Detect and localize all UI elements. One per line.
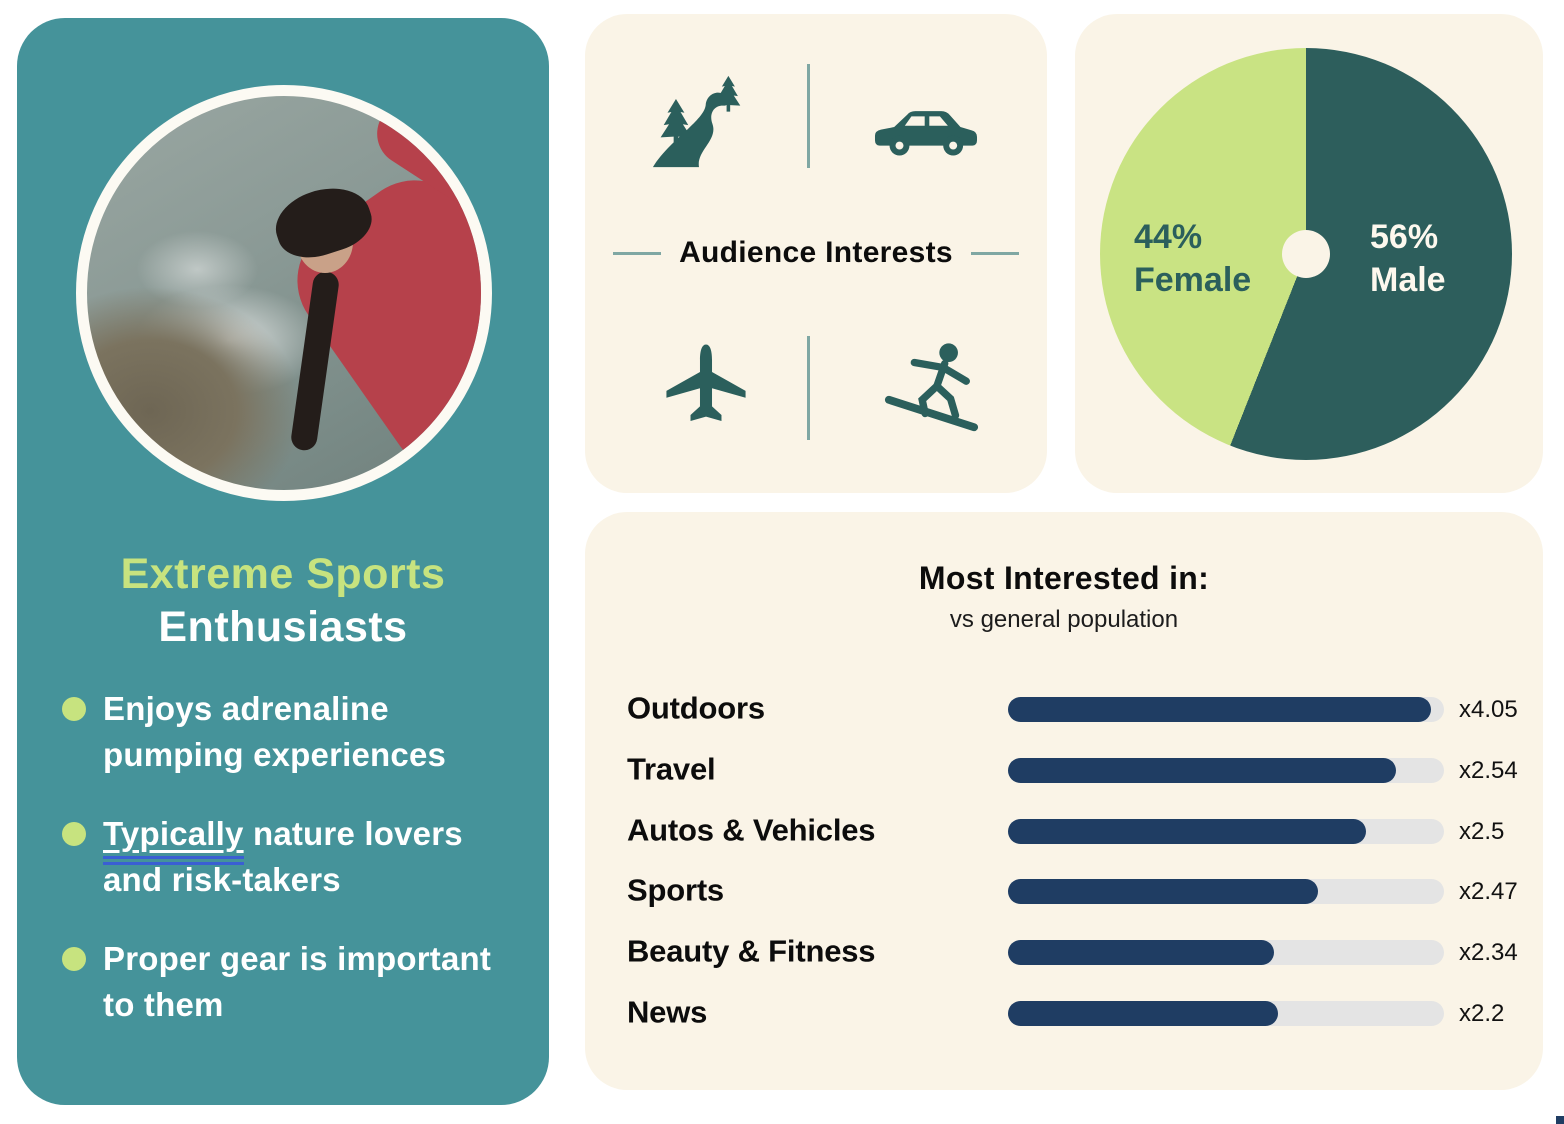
audience-interests-heading: Audience Interests: [585, 236, 1047, 270]
interest-label: Outdoors: [627, 690, 765, 726]
interest-row: News x2.2: [627, 995, 1507, 1030]
bullet-dot: [62, 697, 86, 721]
gender-pie: 44% Female 56% Male: [1100, 48, 1512, 460]
interest-label: News: [627, 994, 708, 1030]
bar-track: [1008, 879, 1444, 904]
icon-divider: [807, 64, 810, 168]
pie-donut-hole: [1282, 230, 1330, 278]
interest-value: x4.05: [1459, 696, 1518, 723]
bar-fill: [1008, 940, 1274, 965]
female-slice-label: 44% Female: [1134, 216, 1251, 302]
interest-label: Sports: [627, 872, 724, 908]
gender-chart-card: 44% Female 56% Male: [1075, 14, 1543, 493]
photo-climber-hand: [447, 122, 481, 162]
persona-bullet-list: Enjoys adrenaline pumping experiences Ty…: [62, 686, 522, 1061]
bar-track: [1008, 940, 1444, 965]
most-interested-card: Most Interested in: vs general populatio…: [585, 512, 1543, 1090]
bar-track: [1008, 819, 1444, 844]
corner-artifact: [1556, 1116, 1564, 1124]
bar-fill: [1008, 697, 1431, 722]
bar-fill: [1008, 819, 1366, 844]
bullet-text: Typically nature lovers and risk-takers: [103, 815, 463, 898]
audience-interests-card: Audience Interests: [585, 14, 1047, 493]
bar-fill: [1008, 758, 1397, 783]
underlined-word: Typically: [103, 815, 244, 865]
interest-value: x2.54: [1459, 757, 1518, 784]
road-through-forest-icon: [652, 75, 741, 168]
persona-title-accent: Extreme Sports: [120, 550, 446, 598]
surfer-icon: [884, 343, 979, 432]
persona-title-rest: Enthusiasts: [158, 603, 408, 651]
bar-track: [1008, 758, 1444, 783]
photo-climber-braid: [289, 270, 341, 452]
heading-left-line: [613, 251, 662, 255]
persona-panel: Extreme Sports Enthusiasts Enjoys adrena…: [17, 18, 549, 1105]
heading-right-line: [970, 251, 1019, 255]
persona-bullet: Proper gear is important to them: [62, 936, 522, 1028]
interest-value: x2.5: [1459, 818, 1505, 845]
most-interested-subtitle: vs general population: [949, 606, 1179, 633]
icon-divider: [807, 336, 810, 440]
bullet-dot: [62, 947, 86, 971]
bar-fill: [1008, 1001, 1279, 1026]
bar-track: [1008, 1001, 1444, 1026]
interest-label: Autos & Vehicles: [627, 812, 876, 848]
bar-track: [1008, 697, 1444, 722]
interest-row: Outdoors x4.05: [627, 691, 1518, 726]
bullet-text: Enjoys adrenaline pumping experiences: [103, 690, 447, 773]
bar-fill: [1008, 879, 1318, 904]
female-word: Female: [1134, 261, 1252, 299]
interest-label: Beauty & Fitness: [627, 933, 876, 969]
car-icon: [874, 111, 978, 156]
bullet-text: Proper gear is important to them: [103, 940, 492, 1023]
male-word: Male: [1370, 261, 1446, 299]
most-interested-title: Most Interested in:: [918, 560, 1210, 596]
interest-row: Beauty & Fitness x2.34: [627, 934, 1518, 969]
interest-value: x2.47: [1459, 878, 1518, 905]
female-pct: 44%: [1134, 218, 1203, 256]
airplane-icon: [666, 344, 746, 421]
interest-row: Travel x2.54: [627, 752, 1518, 787]
male-pct: 56%: [1370, 218, 1439, 256]
audience-interests-title: Audience Interests: [679, 236, 953, 269]
bullet-dot: [62, 822, 86, 846]
persona-bullet: Typically nature lovers and risk-takers: [62, 811, 522, 903]
interest-row: Sports x2.47: [627, 873, 1518, 908]
interest-value: x2.34: [1459, 939, 1518, 966]
persona-bullet: Enjoys adrenaline pumping experiences: [62, 686, 522, 778]
persona-title: Extreme Sports Enthusiasts: [17, 548, 549, 654]
male-slice-label: 56% Male: [1370, 216, 1446, 302]
interest-row: Autos & Vehicles x2.5: [627, 813, 1507, 848]
interest-label: Travel: [627, 751, 716, 787]
persona-photo: [76, 85, 492, 501]
interest-value: x2.2: [1459, 1000, 1505, 1027]
